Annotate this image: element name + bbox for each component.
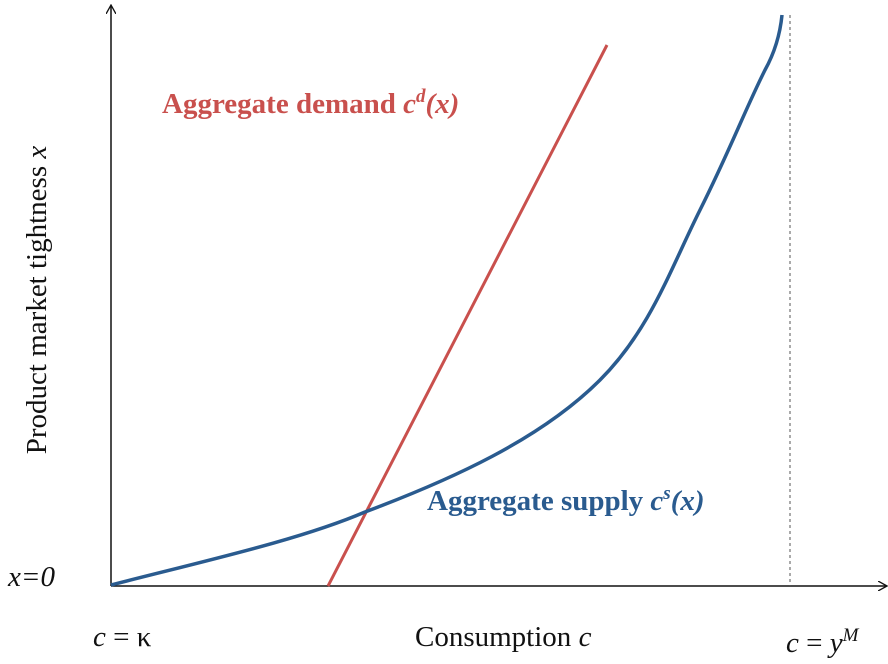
x-right-value: y — [827, 627, 843, 659]
demand-label: Aggregate demand cd(x) — [162, 86, 459, 120]
demand-text: Aggregate demand — [162, 88, 396, 120]
x-right-label: c = yM — [786, 625, 860, 659]
supply-superscript: s — [662, 483, 670, 504]
demand-argument: (x) — [425, 88, 459, 120]
y-axis-symbol: x — [21, 146, 53, 160]
demand-symbol: c — [403, 88, 416, 120]
x-right-superscript: M — [842, 625, 860, 646]
x-axis-label: Consumption c — [415, 621, 592, 653]
demand-curve — [326, 44, 609, 587]
supply-argument: (x) — [671, 485, 705, 517]
x-axis-symbol: c — [579, 621, 592, 653]
x-axis-text: Consumption — [415, 621, 572, 653]
x-right-symbol: c — [786, 627, 799, 659]
supply-curve — [110, 14, 784, 587]
y-axis-text: Product market tightness — [21, 166, 53, 454]
supply-label: Aggregate supply cs(x) — [427, 483, 705, 517]
origin-label: x=0 — [7, 561, 55, 593]
y-axis-label: Product market tightness x — [21, 146, 53, 455]
x-left-relation: = κ — [106, 621, 152, 653]
demand-superscript: d — [416, 86, 426, 107]
x-right-relation: = — [799, 627, 830, 659]
x-left-label: c = κ — [93, 621, 152, 653]
x-left-symbol: c — [93, 621, 106, 653]
supply-text: Aggregate supply — [427, 485, 644, 517]
supply-symbol: c — [650, 485, 663, 517]
